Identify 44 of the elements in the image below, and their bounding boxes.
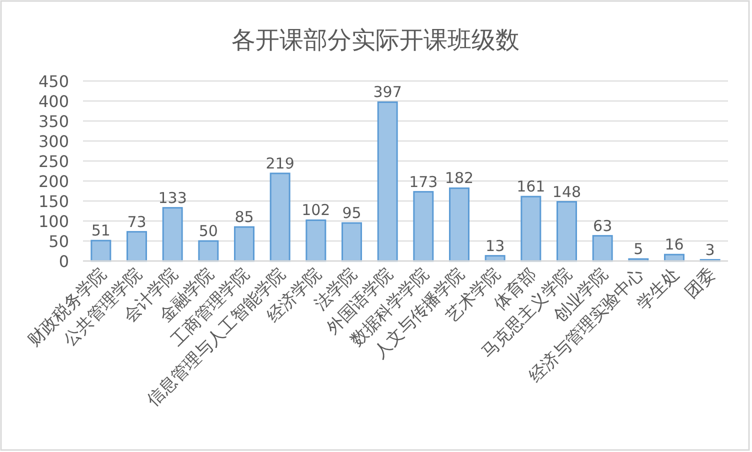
y-tick-label: 50 <box>48 232 69 251</box>
x-tick-label: 团委 <box>681 264 720 303</box>
data-label: 161 <box>516 178 546 196</box>
y-tick-label: 450 <box>38 72 69 91</box>
bar <box>342 222 362 262</box>
y-tick-label: 100 <box>38 212 69 231</box>
y-tick-label: 0 <box>58 252 69 271</box>
data-label: 397 <box>373 83 402 102</box>
data-label: 219 <box>266 154 294 172</box>
data-label: 133 <box>158 188 187 207</box>
data-label: 95 <box>342 204 362 222</box>
data-label: 16 <box>664 236 684 254</box>
data-label: 85 <box>234 208 254 226</box>
y-tick-label: 400 <box>38 92 69 111</box>
data-label: 173 <box>409 172 438 191</box>
bar <box>520 196 542 262</box>
data-label: 182 <box>444 169 474 188</box>
y-tick-label: 200 <box>38 172 69 191</box>
bar <box>449 187 470 262</box>
data-label: 63 <box>593 216 612 235</box>
bar <box>413 191 434 262</box>
bar <box>90 240 112 262</box>
y-tick-label: 250 <box>38 152 69 171</box>
bar <box>270 172 290 262</box>
y-tick-label: 350 <box>38 112 69 131</box>
chart-title: 各开课部分实际开课班级数 <box>232 26 520 54</box>
bar <box>556 201 577 262</box>
data-label: 3 <box>705 240 715 259</box>
data-label: 102 <box>302 201 330 220</box>
data-label: 50 <box>198 222 218 240</box>
bar <box>126 231 147 262</box>
bar <box>162 207 183 262</box>
bar <box>198 240 219 262</box>
bar <box>377 101 398 262</box>
bar <box>306 219 326 262</box>
y-tick-label: 300 <box>38 132 69 151</box>
bar <box>592 235 613 262</box>
data-label: 51 <box>91 222 110 240</box>
data-label: 73 <box>127 212 146 231</box>
data-label: 148 <box>552 182 582 201</box>
y-tick-label: 150 <box>38 192 69 211</box>
data-label: 13 <box>486 236 505 255</box>
bar <box>234 226 254 262</box>
data-label: 5 <box>634 240 644 258</box>
